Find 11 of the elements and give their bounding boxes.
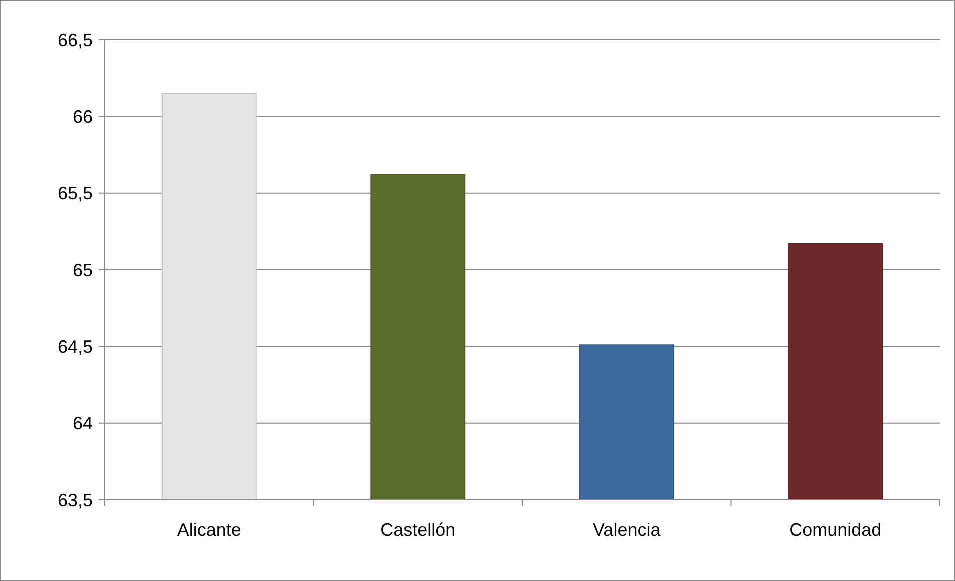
y-tick-label: 63,5 [58,490,93,510]
y-tick-label: 66 [72,106,93,127]
x-tick-label: Alicante [177,520,242,540]
x-tick-label: Comunidad [790,520,882,540]
y-tick-label: 65 [72,260,93,280]
y-tick-label: 66,5 [58,30,93,50]
x-tick-label: Valencia [593,520,662,540]
x-tick-label: Castellón [380,520,456,540]
y-tick-label: 65,5 [58,184,93,204]
y-tick-label: 64,5 [58,336,93,357]
y-tick-label: 64 [72,414,93,434]
